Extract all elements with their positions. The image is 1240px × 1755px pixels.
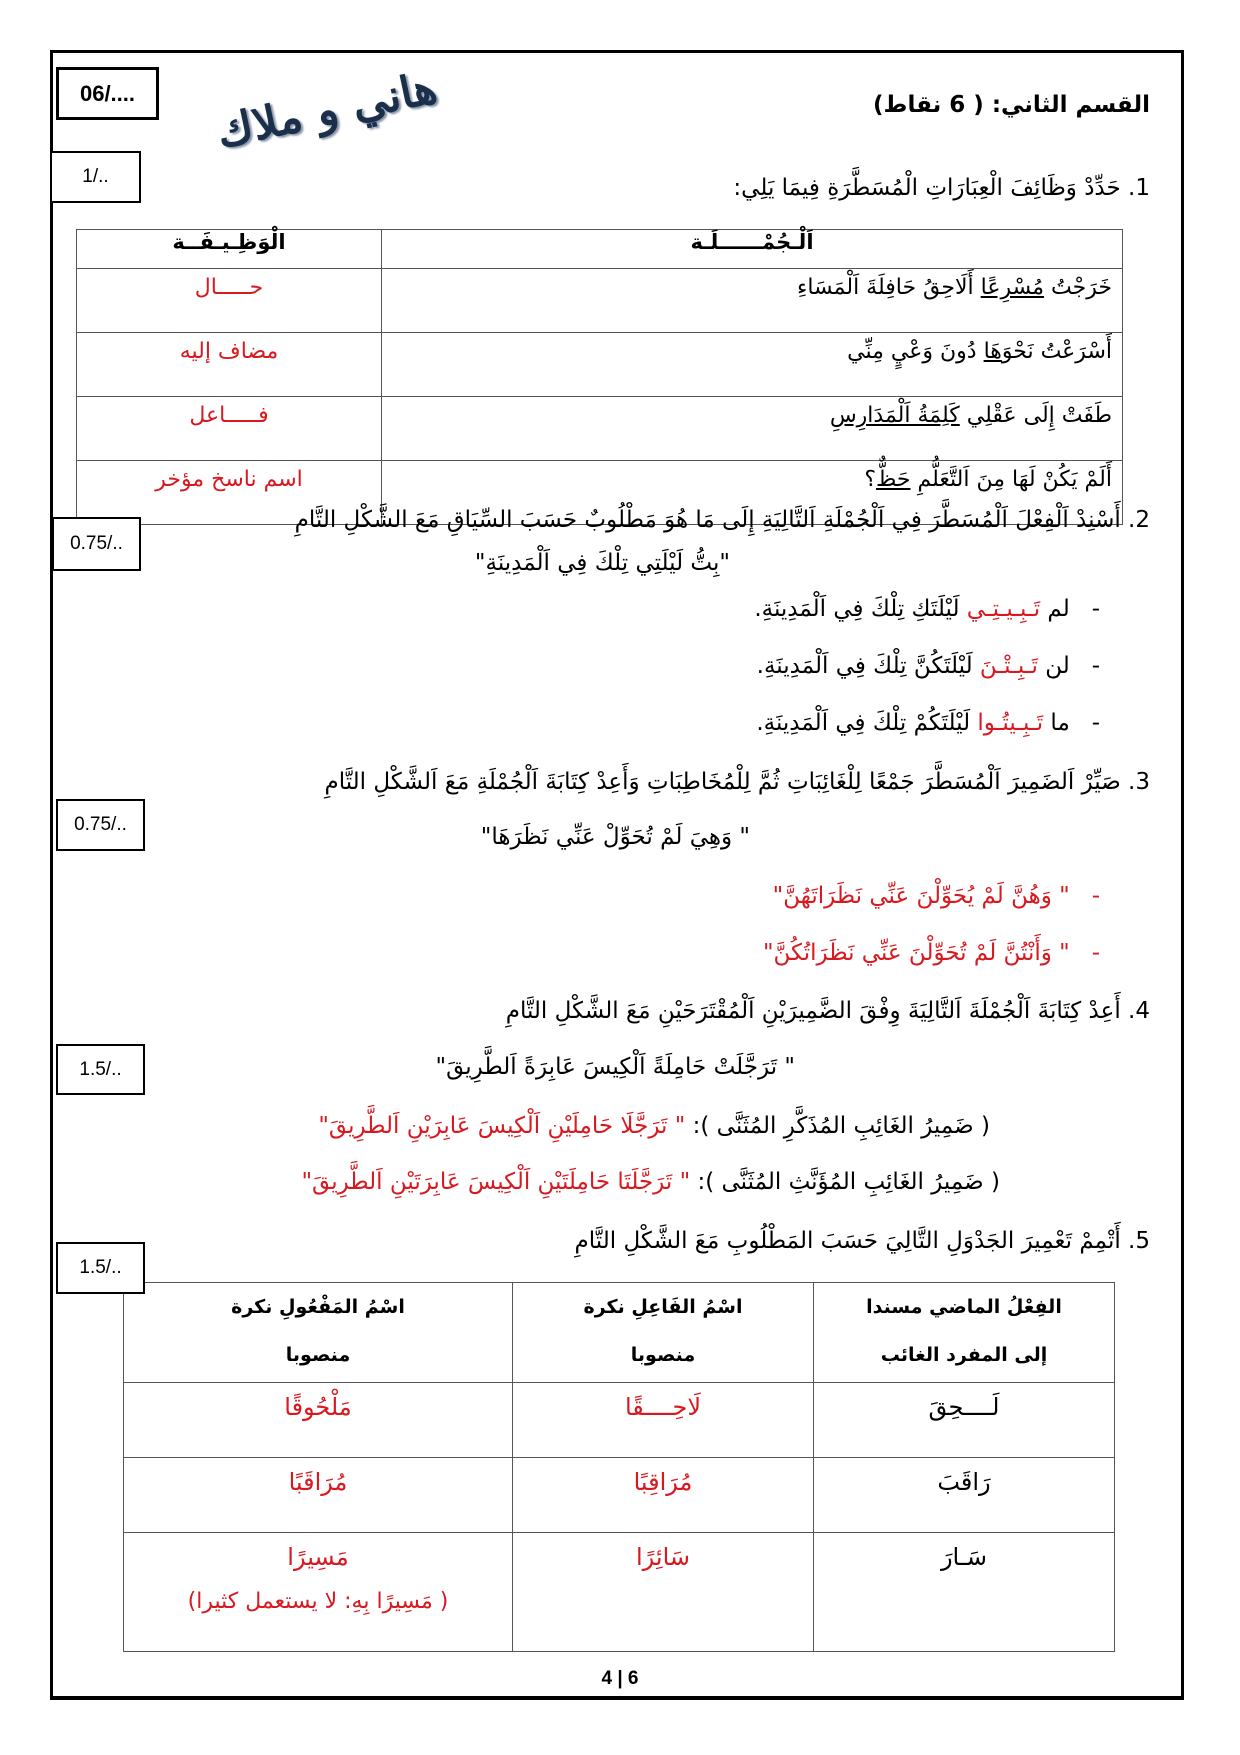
verb-cell: سَـارَ: [813, 1532, 1115, 1652]
passive-participle-cell: مَلْحُوقًا: [123, 1382, 513, 1458]
sentence-cell: طَفَتْ إِلَى عَقْلِي كَلِمَةُ اَلْمَدَار…: [381, 396, 1123, 461]
q4-quote: " تَرَجَّلَتْ حَامِلَةً اَلْكِيسَ عَابِر…: [435, 1054, 796, 1080]
q2-answer-3: - ما تَـبِـيتُـوا لَيْلَتَكُمْ تِلْكَ فِ…: [756, 710, 1100, 736]
table-row: طَفَتْ إِلَى عَقْلِي كَلِمَةُ اَلْمَدَار…: [76, 396, 1123, 461]
q3-prompt: 3. صَيِّرْ اَلضَمِيرَ اَلْمُسَطَّرَ جَمْ…: [324, 769, 1150, 795]
q3-points-box: 0.75/..: [56, 799, 145, 851]
header-passive-participle: اسْمُ المَفْعُولِ نكرة منصوبا: [123, 1282, 513, 1383]
q3-quote: " وَهِيَ لَمْ تُحَوِّلْ عَنِّي نَظَرَهَا…: [480, 824, 750, 850]
section-title: القسم الثاني: ( 6 نقاط): [873, 92, 1150, 118]
q1-prompt: 1. حَدِّدْ وَظَائِفَ الْعِبَارَاتِ الْمُ…: [733, 175, 1150, 201]
verb-cell: رَاقَبَ: [813, 1457, 1115, 1533]
q5-prompt: 5. أَتْمِمْ تَعْمِيرَ الجَدْوَلِ التَّال…: [574, 1228, 1150, 1254]
sentence-cell: أَلَمْ يَكُنْ لَهَا مِنَ اَلتَّعَلُّمِ ح…: [381, 460, 1123, 525]
sentence-cell: أَسْرَعْتُ نَحْوَهَا دُونَ وَعْيٍ مِنِّي: [381, 332, 1123, 397]
q2-answer-1: - لم تَـبِـيـتِـي لَيْلَتَكِ تِلْكَ فِي …: [754, 596, 1100, 622]
q3-answer-1: - " وَهُنَّ لَمْ يُحَوِّلْنَ عَنِّي نَظَ…: [772, 883, 1100, 909]
table-row: أَسْرَعْتُ نَحْوَهَا دُونَ وَعْيٍ مِنِّي…: [76, 332, 1123, 397]
header-active-participle: اسْمُ الفَاعِلِ نكرة منصوبا: [512, 1282, 814, 1383]
q4-answer-2: ( ضَمِيرُ الغَائِبِ المُؤَنَّثِ المُثَنَ…: [301, 1169, 1000, 1195]
page-number: 4 | 6: [601, 1668, 639, 1689]
passive-participle-cell: مُرَاقَبًا: [123, 1457, 513, 1533]
passive-participle-cell: مَسِيرًا( مَسِيرًا بِهِ: لا يستعمل كثيرا…: [123, 1532, 513, 1652]
q4-prompt: 4. أَعِدْ كِتَابَةَ اَلْجُمْلَةَ اَلتَّا…: [505, 998, 1150, 1024]
table-row: خَرَجْتُ مُسْرِعًا أَلَاحِقُ حَافِلَةَ ا…: [76, 268, 1123, 333]
q1-points-box: 1/..: [50, 151, 141, 203]
q2-answer-2: - لن تَـبِـتْـنَ لَيْلَتَكُنَّ تِلْكَ فِ…: [756, 653, 1100, 679]
q2-prompt: 2. أَسْنِدْ اَلْفِعْلَ اَلْمُسَطَّرَ فِي…: [294, 507, 1150, 533]
table-row: أَلَمْ يَكُنْ لَهَا مِنَ اَلتَّعَلُّمِ ح…: [76, 460, 1123, 525]
answer-cell: مضاف إليه: [76, 332, 382, 397]
header-verb: الفِعْلُ الماضي مسندا إلى المفرد الغائب: [813, 1282, 1115, 1383]
active-participle-cell: مُرَاقِبًا: [512, 1457, 814, 1533]
q4-points-box: 1.5/..: [56, 1044, 145, 1095]
q5-points-box: 1.5/..: [56, 1242, 145, 1294]
total-score-box: 06/....: [56, 67, 159, 120]
q2-quote: "بِتُّ لَيْلَتِي تِلْكَ فِي اَلْمَدِينَة…: [474, 550, 730, 576]
table-row: رَاقَبَ مُرَاقِبًا مُرَاقَبًا: [123, 1457, 1115, 1533]
page-border: [50, 50, 1184, 1700]
answer-cell: حـــــال: [76, 268, 382, 333]
q4-answer-1: ( ضَمِيرُ الغَائِبِ المُذَكَّرِ المُثَنَ…: [318, 1113, 990, 1139]
answer-cell: اسم ناسخ مؤخر: [76, 460, 382, 525]
answer-cell: فـــــاعل: [76, 396, 382, 461]
sentence-cell: خَرَجْتُ مُسْرِعًا أَلَاحِقُ حَافِلَةَ ا…: [381, 268, 1123, 333]
table-row: لَــــحِقَ لَاحِــــقًا مَلْحُوقًا: [123, 1382, 1115, 1458]
table-row: سَـارَ سَائِرًا مَسِيرًا( مَسِيرًا بِهِ:…: [123, 1532, 1115, 1652]
q2-points-box: 0.75/..: [52, 517, 141, 571]
passive-note: ( مَسِيرًا بِهِ: لا يستعمل كثيرا): [187, 1589, 449, 1614]
q1-table: اَلْـجُمْــــــلَـة الْوَظِـيـفَــة خَرَ…: [76, 229, 1123, 525]
active-participle-cell: سَائِرًا: [512, 1532, 814, 1652]
active-participle-cell: لَاحِــــقًا: [512, 1382, 814, 1458]
header-sentence: اَلْـجُمْــــــلَـة: [381, 229, 1123, 269]
verb-cell: لَــــحِقَ: [813, 1382, 1115, 1458]
q5-table: الفِعْلُ الماضي مسندا إلى المفرد الغائب ا…: [123, 1282, 1115, 1652]
header-function: الْوَظِـيـفَــة: [76, 229, 382, 269]
q3-answer-2: - " وَأَنْتُنَّ لَمْ تُحَوِّلْنَ عَنِّي …: [762, 940, 1100, 966]
